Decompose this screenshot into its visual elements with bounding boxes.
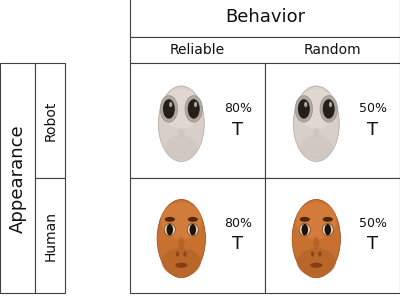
Text: Robot: Robot: [43, 101, 57, 141]
Ellipse shape: [176, 251, 179, 257]
Ellipse shape: [194, 102, 197, 107]
Ellipse shape: [178, 128, 185, 137]
Bar: [130, 0, 400, 37]
Ellipse shape: [162, 248, 201, 276]
Ellipse shape: [188, 217, 198, 222]
Ellipse shape: [187, 223, 198, 236]
Ellipse shape: [304, 102, 307, 107]
Text: T: T: [232, 236, 244, 253]
Ellipse shape: [329, 102, 332, 107]
Ellipse shape: [318, 251, 322, 257]
Ellipse shape: [165, 135, 198, 160]
Ellipse shape: [163, 99, 175, 119]
Text: Appearance: Appearance: [8, 124, 26, 232]
Text: 50%: 50%: [359, 102, 387, 115]
Text: T: T: [232, 121, 244, 139]
Ellipse shape: [300, 135, 332, 160]
Ellipse shape: [324, 224, 331, 236]
Ellipse shape: [183, 251, 186, 257]
Ellipse shape: [165, 217, 175, 222]
Bar: [265, 178, 400, 293]
Ellipse shape: [185, 96, 202, 122]
Text: T: T: [368, 121, 378, 139]
Text: 80%: 80%: [224, 217, 252, 230]
Text: T: T: [368, 236, 378, 253]
Ellipse shape: [158, 86, 204, 161]
Text: Behavior: Behavior: [225, 8, 305, 26]
Ellipse shape: [164, 223, 175, 236]
Ellipse shape: [188, 99, 200, 119]
Ellipse shape: [162, 89, 201, 129]
Text: Reliable: Reliable: [170, 43, 225, 57]
Ellipse shape: [157, 200, 206, 278]
Ellipse shape: [313, 237, 320, 249]
Ellipse shape: [297, 248, 336, 276]
Ellipse shape: [311, 251, 314, 257]
Ellipse shape: [161, 202, 202, 239]
Ellipse shape: [178, 237, 184, 249]
Ellipse shape: [323, 99, 335, 119]
Ellipse shape: [169, 102, 172, 107]
Ellipse shape: [175, 263, 187, 268]
Ellipse shape: [190, 224, 196, 236]
Ellipse shape: [302, 224, 308, 236]
Ellipse shape: [313, 128, 320, 137]
Ellipse shape: [296, 202, 336, 239]
Ellipse shape: [160, 96, 178, 122]
Bar: [130, 37, 400, 63]
Bar: [130, 63, 265, 178]
Ellipse shape: [323, 217, 333, 222]
Bar: [0, 63, 35, 293]
Ellipse shape: [295, 96, 313, 122]
Ellipse shape: [300, 217, 310, 222]
Ellipse shape: [320, 96, 338, 122]
Ellipse shape: [297, 89, 336, 129]
Bar: [35, 178, 65, 293]
Text: 50%: 50%: [359, 217, 387, 230]
Ellipse shape: [292, 200, 340, 278]
Ellipse shape: [299, 223, 310, 236]
Ellipse shape: [298, 99, 310, 119]
Text: Random: Random: [304, 43, 361, 57]
Text: 80%: 80%: [224, 102, 252, 115]
Ellipse shape: [310, 263, 322, 268]
Ellipse shape: [293, 86, 339, 161]
Ellipse shape: [322, 223, 333, 236]
Text: Human: Human: [43, 211, 57, 260]
Bar: [35, 63, 65, 178]
Bar: [130, 178, 265, 293]
Bar: [265, 63, 400, 178]
Ellipse shape: [166, 224, 173, 236]
